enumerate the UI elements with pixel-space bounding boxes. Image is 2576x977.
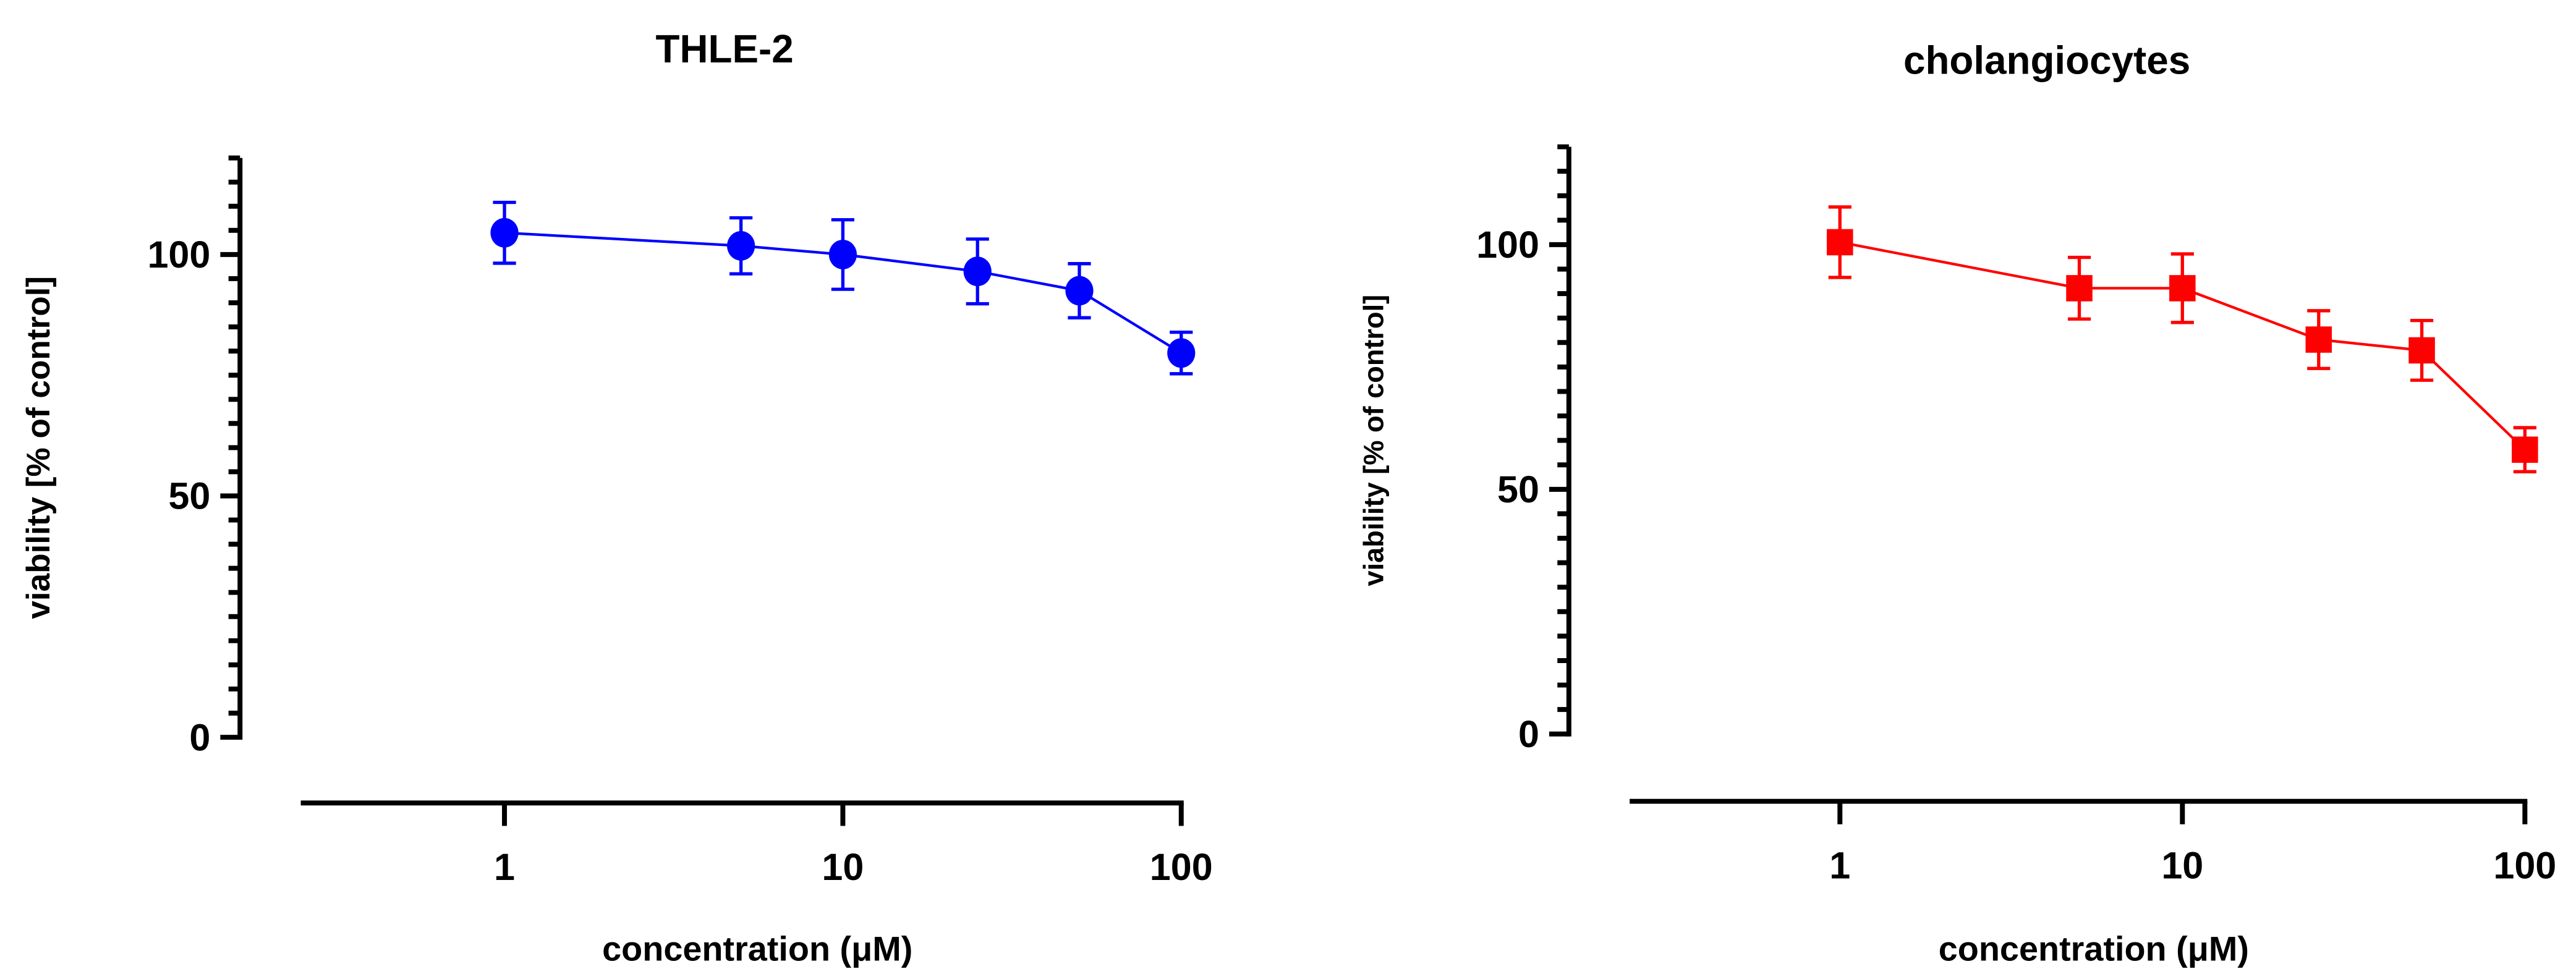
data-point bbox=[2169, 275, 2196, 302]
data-point bbox=[1827, 229, 1853, 256]
data-point bbox=[2512, 436, 2538, 463]
x-tick-label: 10 bbox=[2161, 845, 2203, 887]
x-tick-label: 10 bbox=[822, 846, 864, 888]
y-tick-label: 50 bbox=[1497, 468, 1539, 510]
data-point bbox=[2408, 337, 2435, 364]
x-tick-label: 1 bbox=[1829, 845, 1850, 887]
chart-title: THLE-2 bbox=[656, 27, 794, 71]
data-point bbox=[2066, 275, 2093, 302]
data-point bbox=[963, 256, 992, 287]
data-point bbox=[727, 231, 755, 261]
y-tick-label: 50 bbox=[168, 475, 210, 517]
chart-title: cholangiocytes bbox=[1903, 38, 2190, 83]
data-point bbox=[1065, 276, 1094, 306]
x-tick-label: 1 bbox=[494, 846, 515, 888]
data-point bbox=[1167, 338, 1196, 368]
x-tick-label: 100 bbox=[2493, 845, 2556, 887]
x-axis-label: concentration (μM) bbox=[1939, 929, 2249, 968]
chart-panel-thle2: THLE-2 0 50 100 viability [% of control] 1 10 1… bbox=[20, 27, 1213, 968]
y-tick-label: 100 bbox=[1476, 224, 1539, 266]
chart-panel-cholangiocytes: cholangiocytes 0 50 100 viability [% of cont… bbox=[1358, 38, 2557, 968]
data-point bbox=[490, 218, 519, 248]
y-axis-label: viability [% of control] bbox=[1358, 295, 1390, 586]
x-axis-label: concentration (μM) bbox=[602, 929, 912, 968]
y-tick-label: 100 bbox=[147, 234, 210, 276]
series-line bbox=[1839, 240, 2526, 451]
y-tick-label: 0 bbox=[1518, 713, 1539, 755]
y-tick-label: 0 bbox=[189, 716, 210, 758]
y-axis-label: viability [% of control] bbox=[20, 276, 57, 619]
series-line bbox=[504, 231, 1182, 355]
data-point bbox=[2305, 326, 2332, 353]
x-tick-label: 100 bbox=[1150, 846, 1213, 888]
data-point bbox=[828, 239, 857, 269]
